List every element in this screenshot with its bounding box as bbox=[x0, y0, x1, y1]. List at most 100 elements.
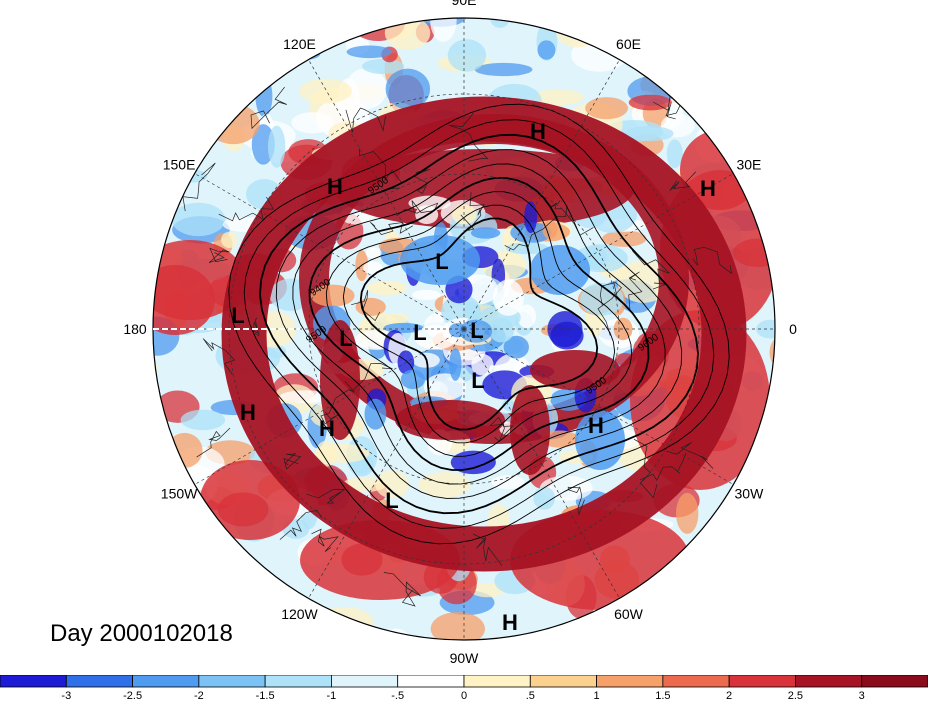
field-blob bbox=[624, 126, 674, 142]
coastline-segment bbox=[208, 247, 230, 264]
field-blob bbox=[346, 45, 392, 59]
coastline-segment bbox=[597, 282, 622, 336]
low-pressure-label: L bbox=[385, 488, 398, 513]
inner-blob bbox=[363, 261, 383, 275]
longitude-label: 60W bbox=[614, 606, 644, 622]
meridian-line bbox=[308, 328, 465, 599]
height-contour bbox=[359, 217, 599, 431]
inner-blob bbox=[488, 318, 515, 343]
inner-blob bbox=[492, 279, 524, 316]
coastline-segment bbox=[370, 221, 413, 235]
low-pressure-label: L bbox=[231, 303, 244, 328]
polar-stereographic-map: 90E 60E 30E 0 30W 60W 90W 120W 150W 180 150E 120E 9… bbox=[123, 0, 797, 666]
low-pressure-label: L bbox=[471, 368, 484, 393]
high-pressure-label: H bbox=[240, 400, 256, 425]
field-blob bbox=[585, 97, 628, 120]
inner-blob bbox=[451, 204, 477, 225]
meridian-line bbox=[463, 173, 734, 330]
field-blob bbox=[383, 628, 409, 640]
low-pressure-label: L bbox=[470, 318, 483, 343]
field-blob bbox=[666, 139, 683, 169]
inner-blob bbox=[503, 335, 529, 359]
low-pressure-label: L bbox=[339, 326, 352, 351]
height-contour bbox=[243, 119, 715, 529]
colorbar-tick-label: 1 bbox=[594, 690, 600, 702]
inner-blob bbox=[400, 369, 425, 390]
coastline-segment bbox=[188, 83, 214, 115]
field-blob bbox=[617, 260, 670, 303]
coastline-segment bbox=[567, 486, 585, 516]
longitude-label: 120E bbox=[283, 36, 316, 52]
coastline-segment bbox=[311, 528, 339, 552]
field-blob bbox=[299, 78, 352, 104]
day-title: Day 2000102018 bbox=[50, 620, 233, 647]
high-pressure-label: H bbox=[588, 413, 604, 438]
coastline-segment bbox=[306, 489, 347, 504]
colorbar-tick-label: -.5 bbox=[391, 690, 404, 702]
colorbar-box bbox=[662, 675, 730, 688]
colorbar-tick-label: -1.5 bbox=[256, 690, 275, 702]
inner-blob bbox=[408, 195, 451, 211]
colorbar-box bbox=[463, 675, 531, 688]
inner-blob bbox=[367, 280, 407, 296]
colorbar-tick-label: 2.5 bbox=[788, 690, 803, 702]
coastline-segment bbox=[396, 200, 439, 217]
height-contour bbox=[259, 133, 699, 515]
field-blob bbox=[291, 112, 334, 134]
colorbar-box bbox=[0, 675, 67, 688]
colorbar-tick-label: 0 bbox=[461, 690, 467, 702]
field-blob bbox=[534, 89, 584, 106]
coastline-segment bbox=[345, 107, 386, 133]
high-pressure-label: H bbox=[327, 174, 343, 199]
longitude-label: 180 bbox=[123, 321, 147, 337]
height-contour bbox=[275, 149, 683, 499]
field-blob bbox=[279, 390, 333, 403]
height-contour bbox=[342, 204, 616, 444]
colorbar-box bbox=[331, 675, 399, 688]
colorbar-box bbox=[264, 675, 332, 688]
longitude-label: 90E bbox=[452, 0, 477, 8]
coastline-segment bbox=[383, 572, 421, 607]
colorbar-tick-label: 3 bbox=[859, 690, 865, 702]
meridian-line bbox=[308, 59, 465, 330]
coastline-segment bbox=[504, 204, 568, 251]
field-region bbox=[153, 265, 215, 335]
height-contour bbox=[228, 103, 730, 545]
coastline-segment bbox=[448, 112, 489, 162]
inner-blob bbox=[365, 247, 382, 259]
inner-blob bbox=[579, 282, 624, 316]
coastline-segment bbox=[175, 559, 205, 591]
field-blob bbox=[374, 630, 393, 640]
inner-blob bbox=[471, 353, 494, 376]
colorbar-box bbox=[596, 675, 664, 688]
trough-region bbox=[395, 400, 505, 440]
field-blob bbox=[385, 68, 431, 110]
high-pressure-label: H bbox=[700, 176, 716, 201]
field-blob bbox=[556, 18, 599, 48]
coastline-segment bbox=[189, 59, 219, 94]
coastline-segment bbox=[639, 452, 687, 482]
coastline-segment bbox=[283, 452, 302, 470]
field-blob bbox=[537, 40, 556, 60]
longitude-label: 150E bbox=[163, 157, 196, 173]
height-contour bbox=[308, 177, 650, 471]
coastline-segment bbox=[711, 517, 751, 558]
colorbar-tick-label: -2 bbox=[194, 690, 204, 702]
colorbar-box bbox=[397, 675, 465, 688]
inner-blob bbox=[550, 321, 584, 350]
field-blob bbox=[267, 125, 286, 168]
colorbar-box bbox=[198, 675, 266, 688]
colorbar-tick-label: -3 bbox=[61, 690, 71, 702]
height-contour bbox=[325, 191, 633, 457]
longitude-label: 0 bbox=[789, 321, 797, 337]
colorbar-boxes bbox=[0, 675, 928, 688]
meridian-line bbox=[463, 59, 620, 330]
field-blob bbox=[180, 409, 226, 431]
field-blob bbox=[533, 486, 556, 510]
inner-blob bbox=[470, 227, 501, 239]
low-pressure-label: L bbox=[413, 320, 426, 345]
longitude-label: 60E bbox=[616, 36, 641, 52]
meridian-line bbox=[463, 328, 734, 485]
coastline-segment bbox=[460, 192, 485, 231]
